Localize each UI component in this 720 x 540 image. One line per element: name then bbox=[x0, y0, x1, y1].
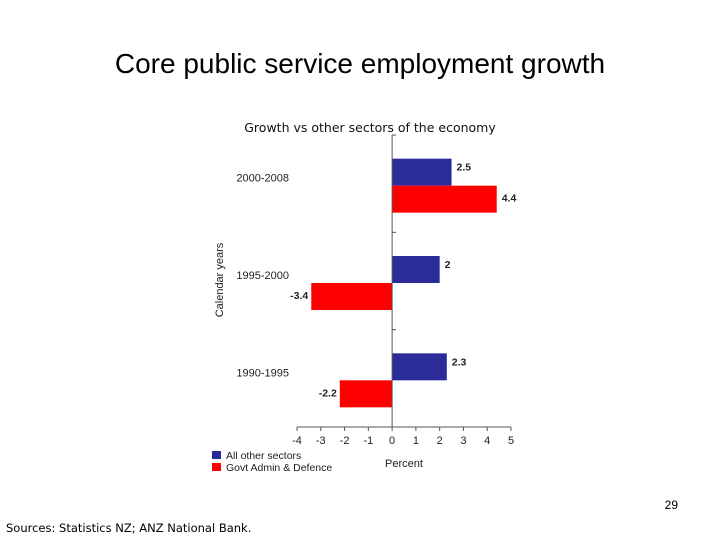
legend-label: Govt Admin & Defence bbox=[226, 462, 332, 474]
x-tick-label: -3 bbox=[316, 435, 326, 447]
page-number: 29 bbox=[664, 498, 678, 512]
x-axis-title: Percent bbox=[385, 458, 423, 470]
bar bbox=[311, 283, 393, 310]
data-label: 2 bbox=[445, 259, 451, 271]
data-label: 4.4 bbox=[502, 193, 517, 205]
slide-title: Core public service employment growth bbox=[114, 48, 606, 79]
sources-note: Sources: Statistics NZ; ANZ National Ban… bbox=[6, 521, 252, 535]
x-tick-label: 2 bbox=[437, 435, 443, 447]
axes-layer: -4 -3 -2 -1 0 1 2 3 4 5 bbox=[292, 134, 514, 447]
data-label: -3.4 bbox=[290, 290, 308, 302]
legend-swatch bbox=[212, 463, 221, 471]
data-label: 2.5 bbox=[457, 162, 472, 174]
bar bbox=[392, 256, 440, 283]
y-axis-title: Calendar years bbox=[214, 242, 226, 317]
x-tick-label: 0 bbox=[389, 435, 395, 447]
x-tick-label: 4 bbox=[484, 435, 490, 447]
x-tick-label: -2 bbox=[340, 435, 350, 447]
data-label: 2.3 bbox=[452, 356, 467, 368]
legend-label: All other sectors bbox=[226, 450, 301, 462]
x-tick-label: -1 bbox=[363, 435, 373, 447]
bar bbox=[392, 353, 447, 381]
x-tick-label: 5 bbox=[508, 435, 514, 447]
category-label: 1990-1995 bbox=[236, 367, 289, 379]
bars-layer bbox=[311, 158, 497, 408]
bar bbox=[392, 185, 497, 213]
x-tick-label: 3 bbox=[460, 435, 466, 447]
bar bbox=[392, 158, 452, 186]
bar bbox=[339, 380, 393, 408]
chart-title: Growth vs other sectors of the economy bbox=[244, 120, 496, 135]
legend-swatch bbox=[212, 451, 221, 459]
category-label: 2000-2008 bbox=[236, 173, 289, 185]
x-tick-label: -4 bbox=[292, 435, 302, 447]
x-tick-label: 1 bbox=[413, 435, 419, 447]
category-label: 1995-2000 bbox=[236, 270, 289, 282]
data-label: -2.2 bbox=[319, 387, 337, 399]
